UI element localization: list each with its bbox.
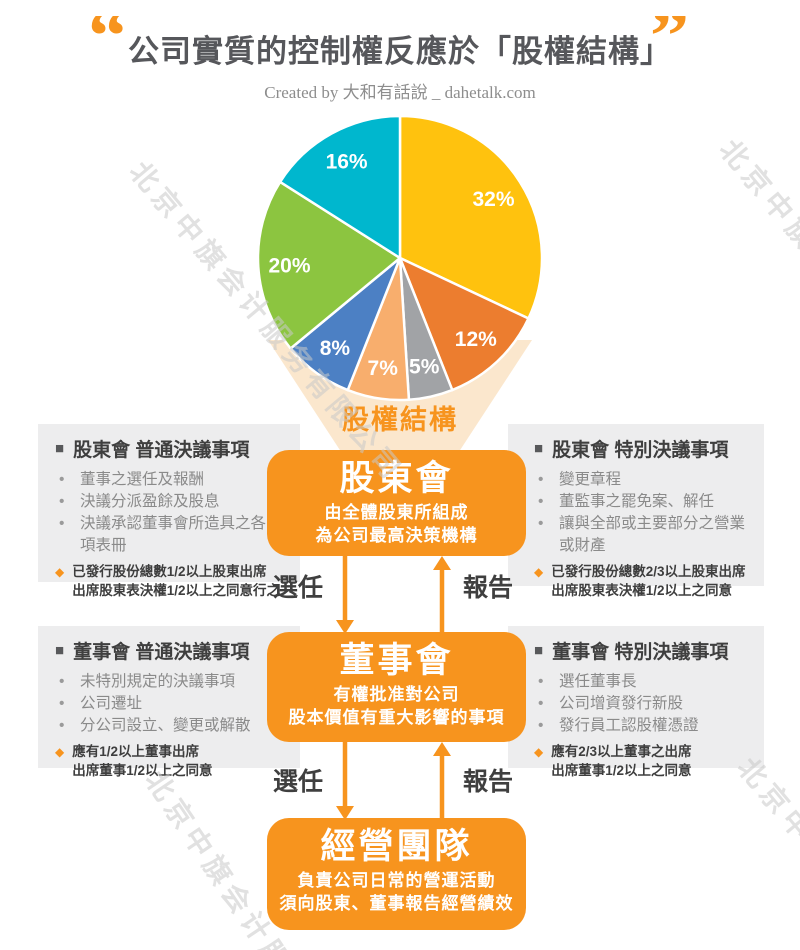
diamond-bullet-icon: ◆ xyxy=(534,745,544,759)
watermark-text: 北京中旗会计服务有限公司 xyxy=(713,133,800,467)
quorum-note: 應有2/3以上董事之出席 出席董事1/2以上之同意 xyxy=(551,744,692,778)
square-bullet-icon: ■ xyxy=(534,642,544,659)
pie-slice-label: 12% xyxy=(455,328,497,351)
org-box-line: 有權批准對公司 xyxy=(333,685,460,704)
bullet-item: 決議承認董事會所造具之各項表冊 xyxy=(55,513,266,557)
diamond-bullet-icon: ◆ xyxy=(55,745,65,759)
box-management-team: 經營團隊 負責公司日常的營運活動 須向股東、董事報告經營績效 xyxy=(267,818,526,930)
panel-bullet-list: 董事之選任及報酬 決議分派盈餘及股息 決議承認董事會所造具之各項表冊 xyxy=(55,469,266,557)
diamond-bullet-icon: ◆ xyxy=(534,565,544,579)
bullet-item: 讓與全部或主要部分之營業或財產 xyxy=(534,513,752,557)
credit-line: Created by 大和有話說 _ dahetalk.com xyxy=(264,83,536,102)
panel-title: 董事會 普通決議事項 xyxy=(73,642,250,663)
arrow-label-report: 報告 xyxy=(462,574,513,602)
bullet-item: 公司遷址 xyxy=(55,693,266,715)
bullet-item: 決議分派盈餘及股息 xyxy=(55,491,266,513)
pie-slice-label: 32% xyxy=(472,188,514,211)
arrow-label-elect: 選任 xyxy=(272,768,323,796)
panel-bullet-list: 未特別規定的決議事項 公司遷址 分公司設立、變更或解散 xyxy=(55,671,266,737)
close-quote-icon: ” xyxy=(650,16,689,62)
org-box-title: 股東會 xyxy=(339,459,454,498)
org-box-line: 須向股東、董事報告經營績效 xyxy=(279,894,514,913)
box-board-of-directors: 董事會 有權批准對公司 股本價值有重大影響的事項 xyxy=(267,632,526,742)
org-box-title: 董事會 xyxy=(339,641,454,680)
panel-bullet-list: 選任董事長 公司增資發行新股 發行員工認股權憑證 xyxy=(534,671,752,737)
org-box-line: 為公司最高決策機構 xyxy=(315,526,478,545)
pie-slice xyxy=(278,114,402,260)
bullet-item: 董事之選任及報酬 xyxy=(55,469,266,491)
org-box-line: 由全體股東所組成 xyxy=(324,503,469,522)
panel-shareholders-special: ■ 股東會 特別決議事項 變更章程 董監事之罷免案、解任 讓與全部或主要部分之營業… xyxy=(508,424,764,598)
quorum-note: 已發行股份總數2/3以上股東出席 出席股東表決權1/2以上之同意 xyxy=(551,564,746,598)
square-bullet-icon: ■ xyxy=(534,440,544,457)
pie-slice-label: 20% xyxy=(268,254,310,277)
panel-bullet-list: 變更章程 董監事之罷免案、解任 讓與全部或主要部分之營業或財產 xyxy=(534,469,752,557)
quorum-note: 已發行股份總數1/2以上股東出席 出席股東表決權1/2以上之同意行之 xyxy=(72,564,281,598)
pie-slice xyxy=(398,256,530,392)
pie-slice-label: 5% xyxy=(409,355,440,378)
square-bullet-icon: ■ xyxy=(55,440,65,457)
pie-slice xyxy=(398,114,544,320)
pie-chart-title: 股權結構 xyxy=(342,405,458,435)
panel-directors-special: ■ 董事會 特別決議事項 選任董事長 公司增資發行新股 發行員工認股權憑證 ◆ 應… xyxy=(508,626,764,778)
pie-slice xyxy=(256,180,402,350)
panel-title: 股東會 普通決議事項 xyxy=(73,440,250,461)
pie-slice-label: 16% xyxy=(326,150,368,173)
shareholding-pie-chart: 32% 12% 5% 7% 8% 20% 16% xyxy=(256,114,544,402)
panel-title: 董事會 特別決議事項 xyxy=(552,642,729,663)
panel-title: 股東會 特別決議事項 xyxy=(552,440,729,461)
page-title: 公司實質的控制權反應於「股權結構」 xyxy=(128,34,672,69)
square-bullet-icon: ■ xyxy=(55,642,65,659)
box-shareholders-meeting: 股東會 由全體股東所組成 為公司最高決策機構 xyxy=(267,450,526,556)
org-box-title: 經營團隊 xyxy=(320,827,473,866)
org-box-line: 股本價值有重大影響的事項 xyxy=(288,708,505,727)
bullet-item: 變更章程 xyxy=(534,469,752,491)
arrow-label-elect: 選任 xyxy=(272,574,323,602)
bullet-item: 公司增資發行新股 xyxy=(534,693,752,715)
bullet-item: 選任董事長 xyxy=(534,671,752,693)
open-quote-icon: “ xyxy=(88,16,127,62)
pie-slice-label: 8% xyxy=(320,337,351,360)
bullet-item: 分公司設立、變更或解散 xyxy=(55,715,266,737)
bullet-item: 董監事之罷免案、解任 xyxy=(534,491,752,513)
org-box-line: 負責公司日常的營運活動 xyxy=(297,871,496,890)
bullet-item: 未特別規定的決議事項 xyxy=(55,671,266,693)
panel-directors-ordinary: ■董事會 普通決議事項 未特別規定的決議事項 公司遷址 分公司設立、變更或解散 … xyxy=(38,626,300,778)
quorum-note: 應有1/2以上董事出席 出席董事1/2以上之同意 xyxy=(72,744,213,778)
pie-slice-label: 7% xyxy=(368,357,399,380)
diamond-bullet-icon: ◆ xyxy=(55,565,65,579)
bullet-item: 發行員工認股權憑證 xyxy=(534,715,752,737)
panel-shareholders-ordinary: ■ 股東會 普通決議事項 董事之選任及報酬 決議分派盈餘及股息 決議承認董事會所造… xyxy=(38,424,300,598)
arrow-label-report: 報告 xyxy=(462,768,513,796)
